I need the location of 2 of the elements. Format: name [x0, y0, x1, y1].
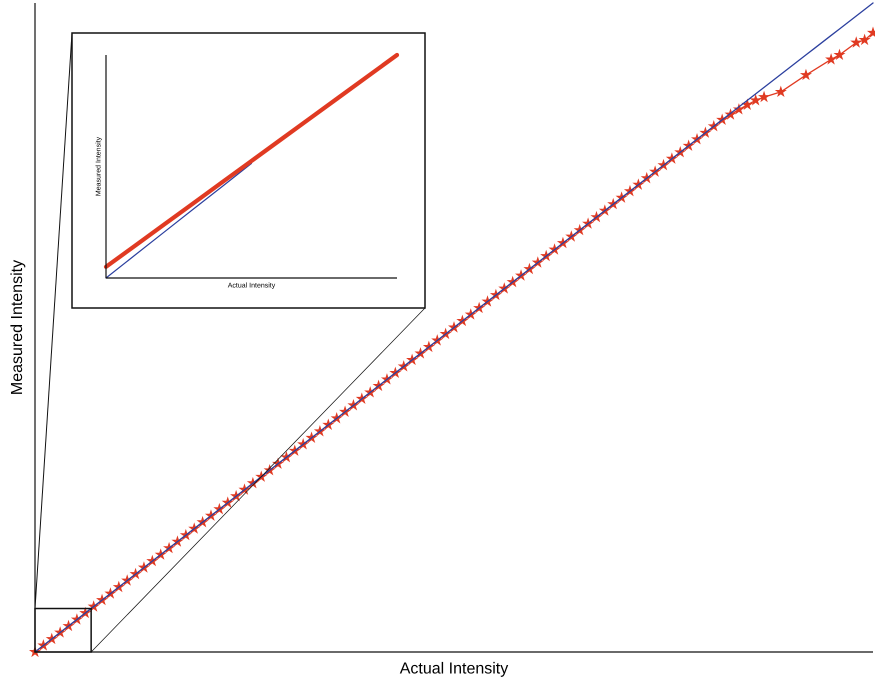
x-axis-title: Actual Intensity: [400, 660, 508, 678]
y-axis-title: Measured Intensity: [9, 260, 26, 396]
